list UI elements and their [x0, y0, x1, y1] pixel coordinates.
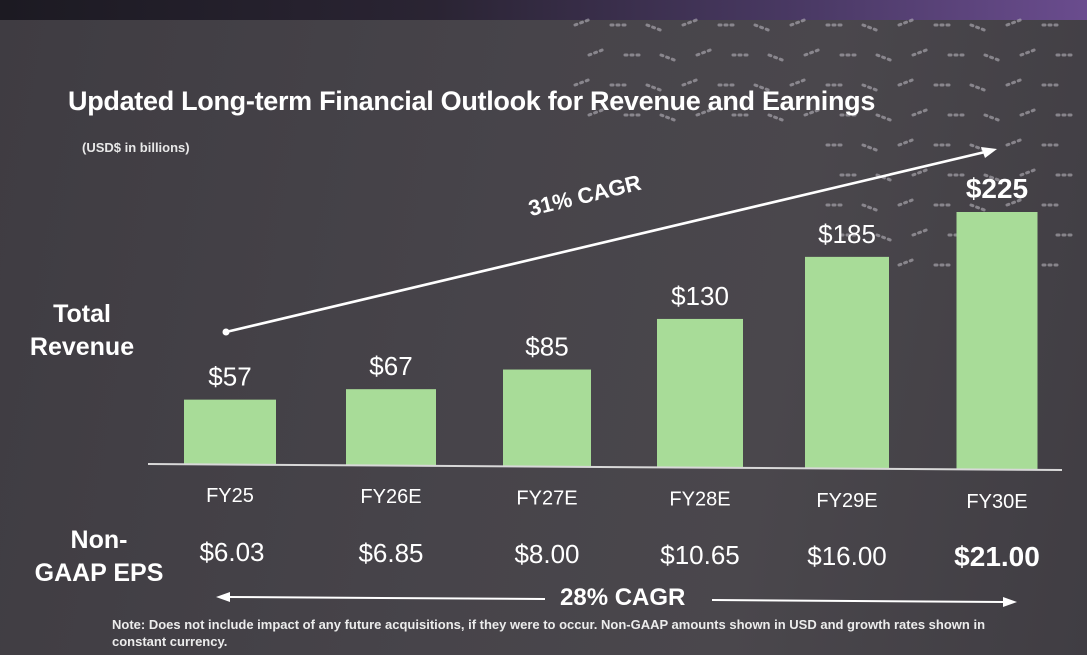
pattern-stroke [861, 23, 881, 33]
pattern-stroke [573, 77, 593, 87]
category-tick-label: FY28E [669, 489, 730, 511]
pattern-stroke [897, 197, 917, 207]
eps-row-label: Non- GAAP EPS [34, 524, 164, 590]
eps-row-label-line1: Non- [70, 526, 128, 554]
pattern-stroke [897, 77, 917, 87]
pattern-stroke [911, 47, 931, 57]
category-tick-label: FY29E [816, 490, 877, 512]
unit-subtitle: (USD$ in billions) [82, 140, 190, 155]
revenue-bar-fy29e [805, 256, 889, 469]
eps-value-label: $21.00 [954, 541, 1040, 572]
category-tick-label: FY30E [966, 491, 1027, 513]
footnote: Note: Does not include impact of any fut… [112, 617, 986, 649]
pattern-stroke [983, 53, 1003, 63]
pattern-stroke [753, 83, 773, 93]
eps-cagr-arrow [216, 592, 1017, 607]
pattern-stroke [695, 47, 715, 57]
revenue-value-label: $67 [369, 351, 412, 381]
pattern-stroke [767, 53, 787, 63]
pattern-stroke [789, 17, 809, 27]
pattern-stroke [695, 107, 715, 117]
pattern-stroke [911, 107, 931, 117]
pattern-stroke [861, 203, 881, 213]
pattern-stroke [969, 83, 989, 93]
pattern-stroke [645, 83, 665, 93]
category-tick-label: FY26E [360, 486, 421, 508]
eps-value-label: $6.85 [358, 538, 423, 568]
pattern-stroke [911, 167, 931, 177]
pattern-stroke [911, 227, 931, 237]
pattern-stroke [897, 17, 917, 27]
revenue-row-label-line1: Total [53, 300, 111, 328]
pattern-stroke [875, 113, 895, 123]
eps-value-label: $16.00 [807, 541, 887, 571]
pattern-stroke [983, 173, 1003, 183]
pattern-stroke [983, 113, 1003, 123]
eps-value-label: $8.00 [514, 539, 579, 569]
pattern-stroke [587, 107, 607, 117]
revenue-bar-fy28e [657, 318, 743, 468]
slide-title: Updated Long-term Financial Outlook for … [68, 86, 876, 116]
ceiling-area [0, 0, 1087, 20]
decorative-pattern [573, 17, 1075, 273]
eps-value-label: $10.65 [660, 540, 740, 570]
pattern-stroke [681, 17, 701, 27]
pattern-stroke [803, 107, 823, 117]
revenue-value-label: $85 [525, 332, 568, 362]
pattern-stroke [1019, 47, 1039, 57]
pattern-stroke [897, 257, 917, 267]
pattern-stroke [1005, 17, 1025, 27]
revenue-cagr-arrow [222, 147, 997, 336]
category-tick-label: FY25 [206, 485, 254, 507]
pattern-stroke [897, 137, 917, 147]
x-axis-baseline [147, 463, 1063, 471]
revenue-value-label: $185 [818, 219, 876, 249]
revenue-row-label: Total Revenue [22, 298, 142, 364]
pattern-stroke [645, 23, 665, 33]
revenue-value-label: $225 [966, 173, 1028, 204]
pattern-stroke [1005, 197, 1025, 207]
pattern-stroke [875, 233, 895, 243]
pattern-stroke [659, 53, 679, 63]
revenue-bar-fy25 [184, 399, 276, 465]
pattern-stroke [1019, 107, 1039, 117]
eps-cagr-label: 28% CAGR [560, 584, 686, 611]
pattern-stroke [767, 113, 787, 123]
pattern-stroke [659, 113, 679, 123]
revenue-bar-fy26e [346, 389, 436, 466]
pattern-stroke [1005, 137, 1025, 147]
revenue-bar-fy27e [503, 369, 591, 467]
pattern-stroke [861, 143, 881, 153]
pattern-stroke [803, 47, 823, 57]
eps-value-label: $6.03 [199, 537, 264, 567]
pattern-stroke [1005, 77, 1025, 87]
pattern-stroke [587, 47, 607, 57]
pattern-stroke [753, 23, 773, 33]
category-tick-label: FY27E [516, 487, 577, 509]
revenue-value-label: $57 [208, 362, 251, 392]
pattern-stroke [681, 77, 701, 87]
pattern-stroke [875, 53, 895, 63]
pattern-stroke [1019, 167, 1039, 177]
revenue-bar-fy30e [956, 212, 1038, 470]
pattern-stroke [573, 17, 593, 27]
revenue-row-label-line2: Revenue [29, 333, 135, 361]
pattern-stroke [969, 23, 989, 33]
pattern-stroke [789, 77, 809, 87]
eps-row-label-line2: GAAP EPS [34, 559, 164, 587]
pattern-stroke [969, 203, 989, 213]
pattern-stroke [861, 83, 881, 93]
revenue-value-label: $130 [671, 281, 729, 311]
